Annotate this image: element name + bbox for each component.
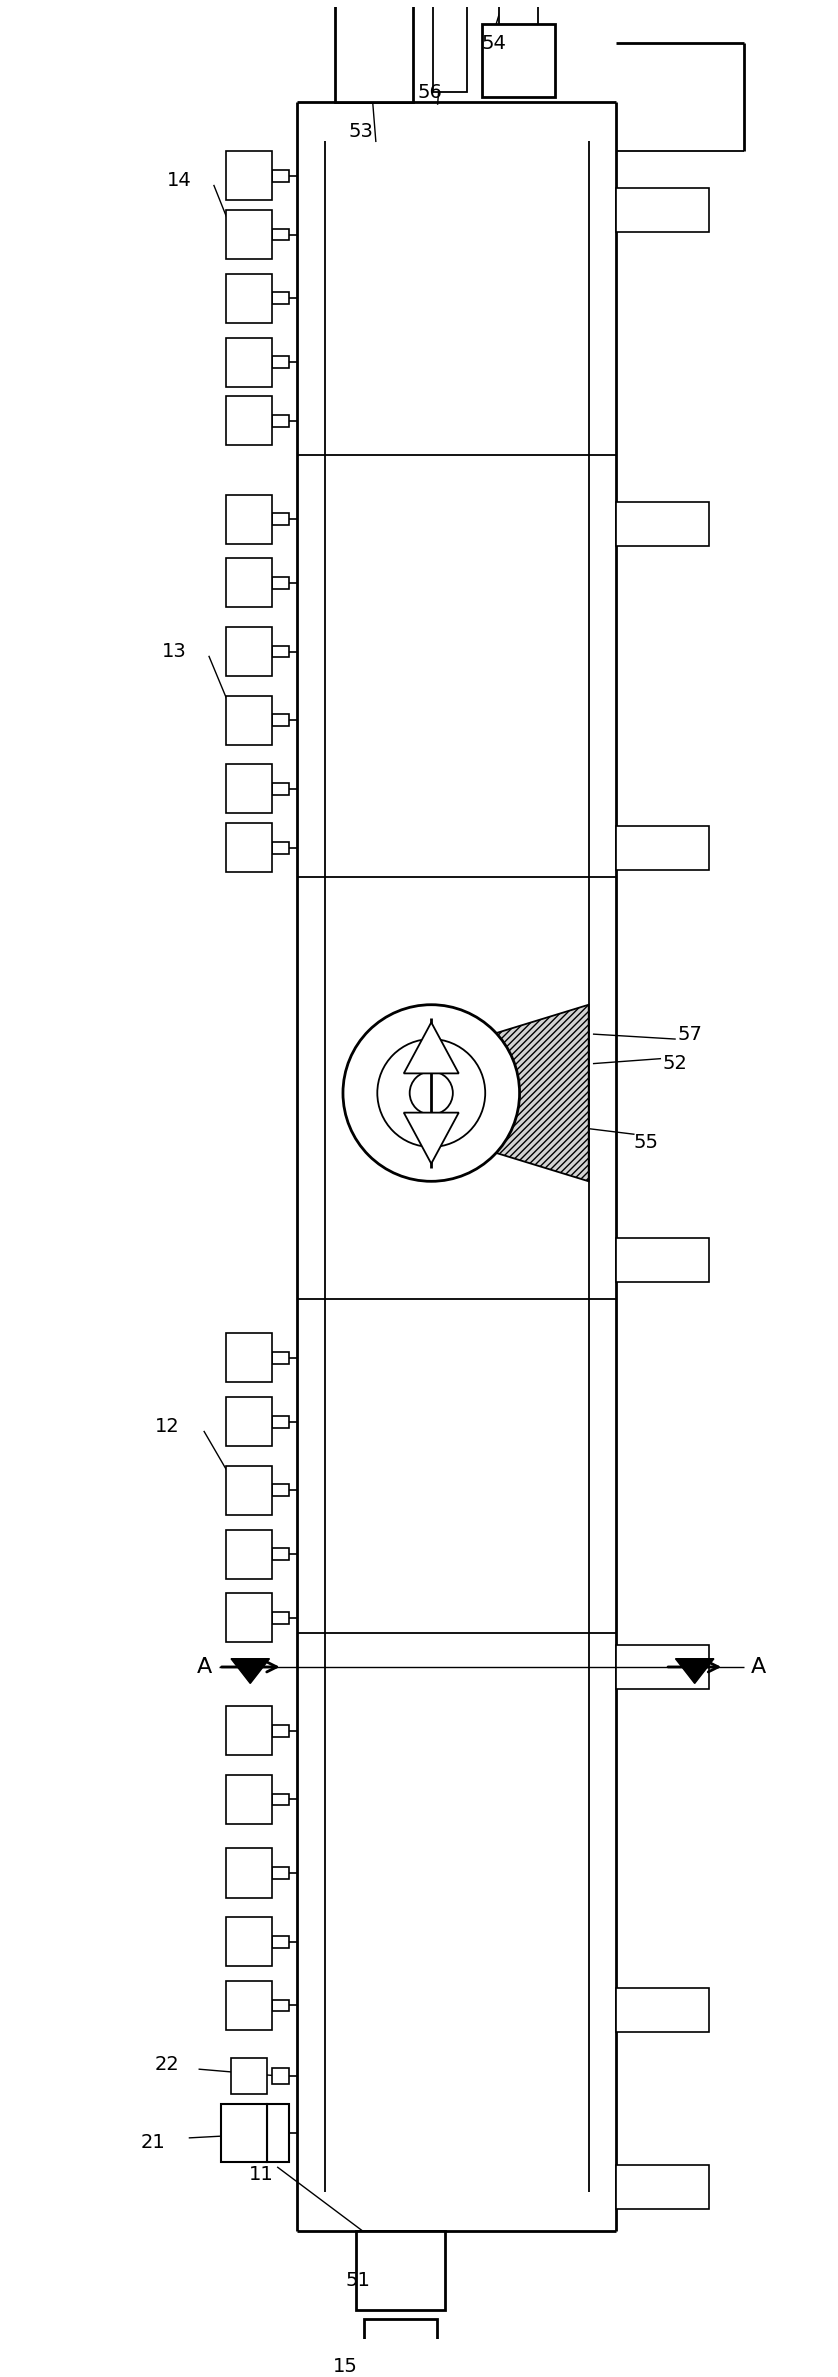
Polygon shape — [675, 1659, 714, 1683]
Text: 15: 15 — [333, 2358, 358, 2377]
Bar — [225, 338, 272, 387]
Bar — [225, 1467, 272, 1514]
Polygon shape — [404, 1022, 458, 1074]
Bar — [272, 1726, 289, 1738]
Bar — [225, 696, 272, 744]
Bar — [616, 188, 710, 233]
Bar — [225, 1593, 272, 1643]
Bar — [225, 765, 272, 813]
Bar — [272, 1547, 289, 1559]
Bar — [482, 24, 556, 97]
Bar — [225, 1528, 272, 1578]
Bar — [616, 1238, 710, 1281]
Bar — [272, 841, 289, 853]
Bar — [499, 0, 538, 24]
Bar — [272, 2068, 289, 2085]
Text: 12: 12 — [154, 1417, 179, 1436]
Bar — [267, 2104, 289, 2163]
Bar — [225, 1849, 272, 1897]
Bar — [616, 825, 710, 870]
Bar — [225, 494, 272, 544]
Text: 51: 51 — [346, 2270, 370, 2289]
Bar — [272, 578, 289, 589]
Bar — [272, 1935, 289, 1947]
Bar — [225, 397, 272, 444]
Bar — [225, 1398, 272, 1445]
Text: 56: 56 — [417, 83, 442, 102]
Bar — [364, 2320, 437, 2377]
Bar — [225, 628, 272, 675]
Text: 54: 54 — [481, 33, 506, 52]
Bar — [616, 1645, 710, 1690]
Bar — [272, 715, 289, 725]
Bar — [272, 169, 289, 181]
Bar — [272, 1417, 289, 1429]
Bar — [225, 152, 272, 200]
Text: 22: 22 — [154, 2054, 179, 2073]
Bar — [225, 1333, 272, 1383]
Text: 14: 14 — [168, 171, 192, 190]
Bar — [272, 1999, 289, 2011]
Bar — [225, 822, 272, 872]
Bar — [272, 1795, 289, 1804]
Bar — [225, 1707, 272, 1754]
Bar — [221, 2104, 267, 2163]
Text: 53: 53 — [349, 121, 374, 140]
Text: 11: 11 — [249, 2165, 273, 2184]
Text: A: A — [197, 1657, 212, 1676]
Polygon shape — [404, 1112, 458, 1165]
Circle shape — [343, 1005, 520, 1181]
Bar — [272, 1353, 289, 1364]
Text: 13: 13 — [163, 642, 187, 661]
Bar — [272, 782, 289, 794]
Bar — [272, 647, 289, 658]
Text: 55: 55 — [634, 1131, 658, 1150]
Bar — [334, 0, 413, 102]
Bar — [272, 513, 289, 525]
Circle shape — [410, 1072, 453, 1115]
Bar — [225, 559, 272, 609]
Bar — [432, 0, 467, 93]
Bar — [272, 416, 289, 428]
Bar — [230, 2058, 267, 2094]
Bar — [225, 1776, 272, 1823]
Bar — [272, 357, 289, 368]
Bar — [272, 1612, 289, 1623]
Text: A: A — [751, 1657, 766, 1676]
Text: 52: 52 — [663, 1053, 687, 1072]
Bar — [272, 1866, 289, 1878]
Bar — [225, 273, 272, 323]
Polygon shape — [231, 1659, 270, 1683]
Bar — [272, 1486, 289, 1495]
Bar — [272, 292, 289, 304]
Bar — [225, 209, 272, 259]
Circle shape — [377, 1039, 485, 1148]
Bar — [616, 502, 710, 547]
Text: 57: 57 — [677, 1024, 702, 1044]
Bar — [225, 1918, 272, 1966]
Text: 21: 21 — [141, 2132, 165, 2151]
Bar — [272, 228, 289, 240]
Bar — [616, 1987, 710, 2032]
Polygon shape — [461, 1005, 589, 1181]
Bar — [225, 1980, 272, 2030]
Bar — [356, 2232, 444, 2310]
Bar — [616, 2165, 710, 2208]
